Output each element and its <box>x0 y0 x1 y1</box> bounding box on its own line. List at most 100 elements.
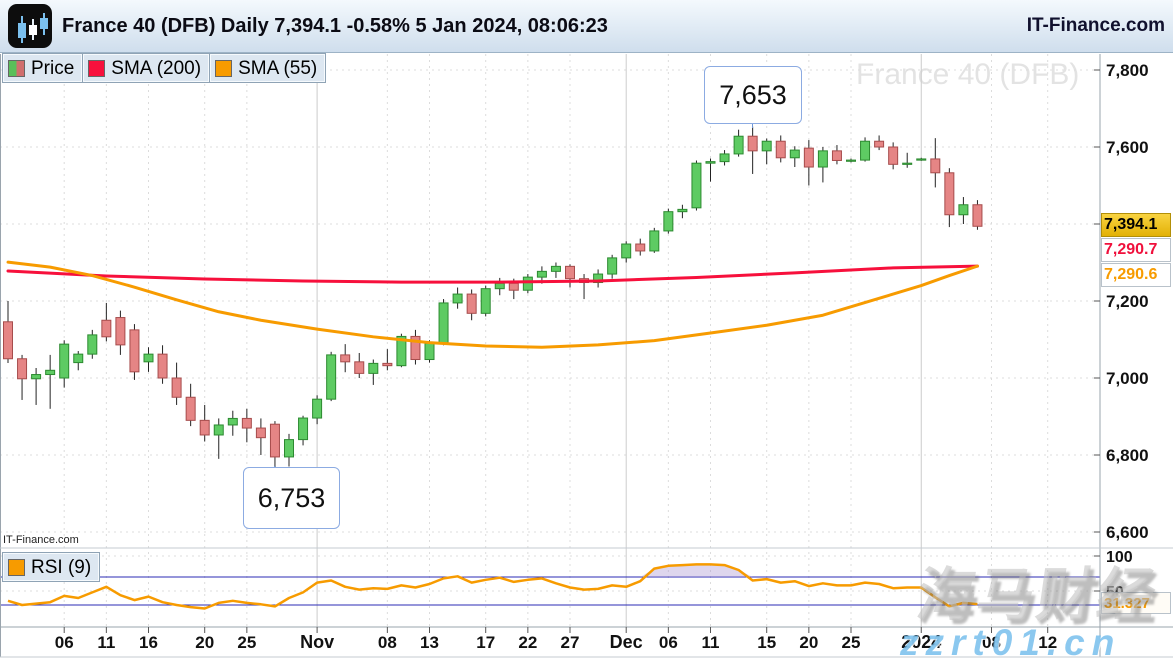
brand-link[interactable]: IT-Finance.com <box>1026 15 1165 36</box>
high-annotation[interactable]: 7,653 <box>704 66 802 124</box>
candle <box>494 282 505 290</box>
legend-item-price[interactable]: Price <box>2 53 84 83</box>
candle <box>803 147 814 168</box>
legend-item-sma200[interactable]: SMA (200) <box>82 53 211 83</box>
svg-text:15: 15 <box>757 633 776 652</box>
candle <box>101 319 112 338</box>
candle <box>45 369 56 376</box>
candle <box>452 293 463 304</box>
candle <box>185 396 196 421</box>
low-annotation[interactable]: 6,753 <box>243 467 340 529</box>
candle <box>972 204 983 227</box>
rsi-value-marker: 31.327 <box>1101 592 1171 614</box>
candle <box>649 230 660 252</box>
sma55-value-marker: 7,290.6 <box>1101 263 1171 287</box>
candle <box>522 276 533 291</box>
candle <box>733 135 744 155</box>
rsi-swatch-icon <box>8 558 25 576</box>
candle <box>368 362 379 374</box>
svg-text:7,200: 7,200 <box>1106 292 1149 311</box>
candle <box>17 358 28 380</box>
sma55-swatch-icon <box>215 59 233 77</box>
candle <box>157 353 168 379</box>
svg-text:2024: 2024 <box>901 632 941 652</box>
candle <box>621 243 632 259</box>
candle <box>565 265 575 280</box>
candle <box>129 329 140 373</box>
candle <box>298 417 309 441</box>
legend-price-label: Price <box>31 57 75 79</box>
main-legend: Price SMA (200) SMA (55) <box>2 53 327 83</box>
svg-text:13: 13 <box>420 633 439 652</box>
candle <box>677 208 688 213</box>
candle <box>241 417 252 429</box>
candle <box>382 362 393 367</box>
url-watermark: zzrt01.cn <box>900 622 1122 660</box>
candle <box>930 158 941 174</box>
candle <box>691 162 702 209</box>
svg-text:08: 08 <box>982 633 1001 652</box>
candlestick-series <box>3 126 983 474</box>
svg-text:7,800: 7,800 <box>1106 61 1149 80</box>
chart-title: France 40 (DFB) Daily 7,394.1 -0.58% 5 J… <box>62 14 608 37</box>
svg-text:6,600: 6,600 <box>1106 523 1149 542</box>
svg-text:08: 08 <box>378 633 397 652</box>
legend-item-rsi[interactable]: RSI (9) <box>2 552 101 582</box>
candle <box>944 172 955 216</box>
candle <box>438 302 449 344</box>
candle <box>284 439 294 458</box>
svg-text:100: 100 <box>1106 549 1133 566</box>
legend-rsi-label: RSI (9) <box>31 556 92 578</box>
candle <box>255 427 266 439</box>
high-annotation-pointer <box>752 122 753 128</box>
candle <box>888 146 899 165</box>
rsi-legend: RSI (9) <box>2 552 101 582</box>
sma200-line <box>6 264 979 284</box>
candle <box>902 162 913 165</box>
last-price-marker: 7,394.1 <box>1101 213 1171 237</box>
svg-text:7,000: 7,000 <box>1106 369 1149 388</box>
candlestick-logo-icon <box>8 4 52 48</box>
svg-text:Dec: Dec <box>610 632 643 652</box>
candle <box>326 354 337 400</box>
candle <box>536 270 547 278</box>
price-swatch-icon <box>8 59 25 77</box>
svg-text:6,800: 6,800 <box>1106 446 1149 465</box>
svg-text:27: 27 <box>561 633 580 652</box>
svg-text:Nov: Nov <box>300 632 334 652</box>
candle <box>354 361 365 374</box>
svg-text:06: 06 <box>659 633 678 652</box>
candle <box>312 398 323 419</box>
candle <box>199 419 210 436</box>
rsi-line <box>7 563 978 610</box>
itfinance-small-label: IT-Finance.com <box>3 534 79 546</box>
candle <box>747 135 758 152</box>
candle <box>635 243 646 252</box>
candle <box>874 140 885 148</box>
candle <box>860 140 871 161</box>
candle <box>846 159 856 162</box>
legend-item-sma55[interactable]: SMA (55) <box>209 53 327 83</box>
candle <box>705 161 716 164</box>
svg-text:25: 25 <box>237 633 256 652</box>
candle <box>227 417 238 426</box>
title-bar: France 40 (DFB) Daily 7,394.1 -0.58% 5 J… <box>0 0 1173 53</box>
candle <box>3 321 13 360</box>
svg-text:12: 12 <box>1038 633 1057 652</box>
candle <box>424 342 435 361</box>
candle <box>171 377 182 398</box>
sma200-value-marker: 7,290.7 <box>1101 238 1171 262</box>
candle <box>789 149 800 159</box>
candle <box>410 335 421 361</box>
cn-watermark: 海马财经 <box>912 563 1162 628</box>
candle <box>87 334 98 355</box>
candle <box>396 335 407 367</box>
candle <box>340 354 351 363</box>
candle <box>73 353 84 364</box>
candle <box>269 423 280 458</box>
svg-text:7,600: 7,600 <box>1106 138 1149 157</box>
sma200-swatch-icon <box>88 59 106 77</box>
candle <box>143 353 154 363</box>
